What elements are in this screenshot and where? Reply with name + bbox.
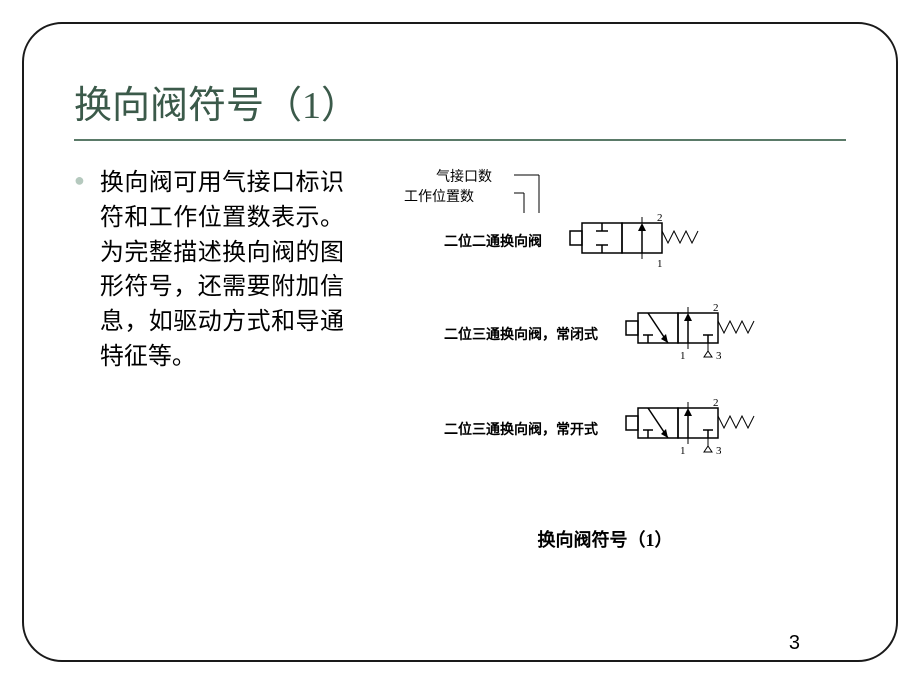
slide-title: 换向阀符号（1） [74,74,846,129]
annotation-labels: 气接口数 工作位置数 [404,166,492,206]
valve-row-1: 二位二通换向阀 2 [444,211,712,271]
svg-text:1: 1 [657,258,663,270]
annotation-port-count: 气接口数 [436,166,492,186]
annotation-position-count: 工作位置数 [404,186,492,206]
valve-label-3: 二位三通换向阀，常开式 [444,419,598,439]
svg-text:2: 2 [713,302,719,314]
valve-label-1: 二位二通换向阀 [444,231,542,251]
valve-row-3: 二位三通换向阀，常开式 2 [444,396,768,461]
svg-text:3: 3 [716,445,722,457]
bullet-icon: ● [74,170,85,191]
valve-symbol-1: 2 1 [562,211,712,271]
valve-symbol-3: 2 [618,396,768,461]
right-column: 气接口数 工作位置数 二位二通换向阀 2 [364,166,846,552]
page-number: 3 [789,632,800,655]
slide-frame: 换向阀符号（1） ● 换向阀可用气接口标识符和工作位置数表示。为完整描述换向阀的… [22,22,898,662]
valve-symbol-2: 2 [618,301,768,366]
valve-label-2: 二位三通换向阀，常闭式 [444,324,598,344]
title-underline [74,139,846,141]
svg-text:3: 3 [716,350,722,362]
svg-text:2: 2 [713,397,719,409]
svg-text:1: 1 [680,445,686,457]
svg-text:2: 2 [657,212,663,224]
diagram-caption: 换向阀符号（1） [364,526,846,552]
left-column: ● 换向阀可用气接口标识符和工作位置数表示。为完整描述换向阀的图形符号，还需要附… [74,166,344,552]
valve-row-2: 二位三通换向阀，常闭式 2 [444,301,768,366]
content-area: ● 换向阀可用气接口标识符和工作位置数表示。为完整描述换向阀的图形符号，还需要附… [74,166,846,552]
body-text: 换向阀可用气接口标识符和工作位置数表示。为完整描述换向阀的图形符号，还需要附加信… [100,166,344,375]
svg-text:1: 1 [680,350,686,362]
diagram-area: 气接口数 工作位置数 二位二通换向阀 2 [364,166,846,516]
